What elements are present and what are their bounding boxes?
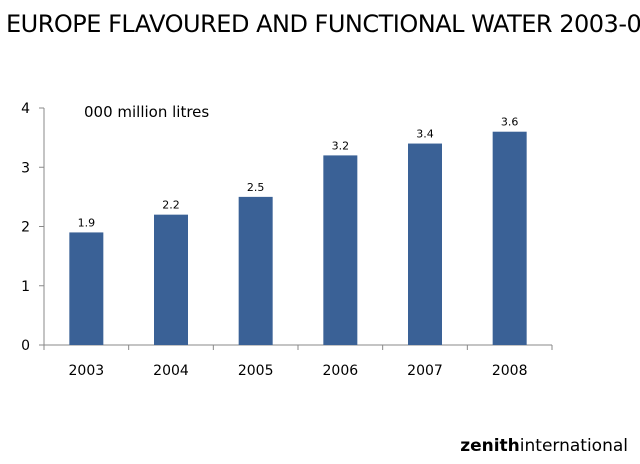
- brand-bold: zenith: [460, 436, 520, 456]
- unit-label: 000 million litres: [84, 103, 209, 121]
- x-tick-label: 2007: [407, 363, 443, 379]
- bar: [408, 143, 442, 345]
- y-tick-label: 1: [21, 279, 30, 295]
- x-tick-label: 2004: [153, 363, 189, 379]
- chart-title: EUROPE FLAVOURED AND FUNCTIONAL WATER 20…: [6, 10, 640, 38]
- data-label: 1.9: [78, 216, 96, 229]
- bar: [69, 232, 104, 345]
- x-tick-label: 2008: [492, 363, 528, 379]
- data-label: 3.4: [416, 128, 434, 141]
- data-label: 2.5: [247, 181, 265, 194]
- x-tick-label: 2006: [323, 363, 359, 379]
- brand-logo: zenithinternational: [460, 436, 628, 456]
- y-tick-label: 0: [21, 338, 30, 354]
- bar: [238, 196, 273, 345]
- chart-labels: 2003 1.9 2004 2.2 2005 2.5 2006 3.2 2007 3.4 2008 3…: [69, 103, 528, 379]
- brand-rest: international: [519, 436, 628, 456]
- bar: [492, 131, 527, 345]
- y-tick-label: 2: [21, 220, 30, 236]
- y-tick-label: 3: [21, 160, 30, 176]
- x-tick-label: 2005: [238, 363, 274, 379]
- bar: [154, 214, 188, 345]
- y-tick-label: 4: [21, 101, 30, 117]
- data-label: 2.2: [162, 199, 180, 212]
- x-tick-label: 2003: [69, 363, 105, 379]
- bar: [323, 155, 358, 345]
- data-label: 3.2: [332, 139, 350, 152]
- chart-axes: 0 1 2 3 4: [21, 101, 553, 354]
- chart-bars: [69, 131, 527, 345]
- data-label: 3.6: [501, 116, 519, 129]
